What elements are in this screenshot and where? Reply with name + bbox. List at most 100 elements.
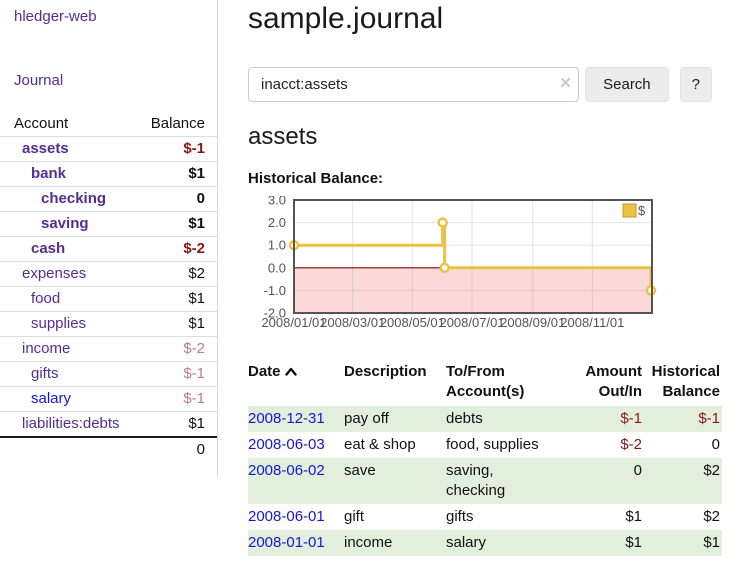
account-link-food[interactable]: food (31, 290, 61, 307)
account-balance: $1 (188, 315, 205, 332)
accounts-total: 0 (196, 441, 205, 458)
account-link-expenses[interactable]: expenses (22, 265, 87, 282)
account-link-income[interactable]: income (22, 340, 71, 357)
transaction-date-link[interactable]: 2008-01-01 (248, 534, 325, 551)
account-balance: $-1 (183, 140, 205, 157)
transaction-amount: $-2 (620, 436, 642, 453)
sort-ascending-icon (284, 362, 297, 382)
transaction-date-link[interactable]: 2008-06-03 (248, 436, 325, 453)
transaction-description: eat & shop (344, 436, 416, 453)
transaction-description: save (344, 462, 376, 479)
account-row: expenses $2 (0, 261, 217, 287)
register-row[interactable]: 2008-06-03 eat & shop food, supplies $-2… (248, 432, 722, 458)
search-input[interactable] (248, 67, 580, 102)
search-button[interactable]: Search (585, 67, 669, 102)
account-link-gifts[interactable]: gifts (31, 365, 59, 382)
negative-region (294, 267, 652, 313)
account-link-supplies[interactable]: supplies (31, 315, 87, 332)
transaction-balance: $1 (703, 534, 720, 551)
account-row: saving $1 (0, 211, 217, 237)
main-content: sample.journal × Search ? assets Histori… (218, 0, 722, 556)
y-tick-label: 3.0 (268, 196, 286, 208)
account-link-bank[interactable]: bank (31, 165, 67, 182)
x-tick-label: 2008/01/01 (261, 315, 326, 330)
y-tick-label: -1.0 (264, 283, 286, 298)
app: hledger-web Journal Account Balance asse… (0, 0, 722, 556)
account-link-cash[interactable]: cash (31, 240, 66, 257)
account-balance: $-2 (183, 340, 205, 357)
register-header-date[interactable]: Date (248, 360, 344, 406)
transaction-accounts: gifts (446, 508, 474, 525)
data-point (439, 262, 450, 274)
transaction-balance: 0 (711, 436, 720, 453)
transaction-date-link[interactable]: 2008-06-01 (248, 508, 325, 525)
y-tick-label: -2.0 (264, 306, 286, 321)
transaction-description: income (344, 534, 393, 551)
account-balance: $2 (188, 265, 205, 282)
account-heading: assets (248, 123, 318, 150)
page-title: sample.journal (248, 2, 444, 35)
transaction-date-link[interactable]: 2008-12-31 (248, 410, 325, 427)
transaction-amount: $-1 (620, 410, 642, 427)
account-row: cash $-2 (0, 236, 217, 262)
x-tick-label: 2008/05/01 (380, 315, 445, 330)
account-balance: $1 (188, 290, 205, 307)
account-link-checking[interactable]: checking (41, 190, 107, 207)
legend-swatch (622, 203, 637, 218)
x-tick-label: 2008/03/01 (320, 315, 385, 330)
register-row[interactable]: 2008-12-31 pay off debts $-1 $-1 (248, 406, 722, 432)
transaction-accounts: debts (446, 410, 483, 427)
transaction-amount: $1 (625, 508, 642, 525)
account-balance: $1 (188, 165, 205, 182)
register-table: Date Description To/From Account(s) Amou… (248, 360, 722, 556)
transaction-balance: $2 (703, 462, 720, 479)
account-balance: $-1 (183, 390, 205, 407)
account-row: food $1 (0, 286, 217, 312)
search-box: × (248, 67, 580, 102)
clear-search-icon[interactable]: × (560, 73, 572, 94)
account-link-assets[interactable]: assets (22, 140, 69, 157)
account-row: supplies $1 (0, 311, 217, 337)
x-tick-label: 2008/07/01 (439, 315, 504, 330)
search-form: × Search ? (248, 67, 712, 102)
accounts-header-row: Account Balance (0, 112, 217, 137)
transaction-amount: $1 (625, 534, 642, 551)
register-header-description: Description (344, 363, 427, 380)
historical-balance-chart: $3.0 2.0 1.0 0.0 -1.0 -2.02008/01/012008/03/0… (261, 193, 657, 330)
chart-title: Historical Balance: (248, 170, 384, 187)
account-link-saving[interactable]: saving (41, 215, 89, 232)
account-row: bank $1 (0, 161, 217, 187)
help-button[interactable]: ? (679, 67, 712, 102)
register-header-accounts: To/From Account(s) (446, 363, 525, 400)
y-tick-label: 0.0 (268, 260, 286, 275)
plot-border (293, 199, 653, 314)
transaction-accounts: food, supplies (446, 436, 539, 453)
transaction-date-link[interactable]: 2008-06-02 (248, 462, 325, 479)
brand-link[interactable]: hledger-web (14, 8, 97, 25)
legend-label: $ (638, 203, 646, 218)
transaction-balance: $2 (703, 508, 720, 525)
transaction-balance: $-1 (698, 410, 720, 427)
accounts-header-account: Account (14, 115, 69, 132)
account-link-salary[interactable]: salary (31, 390, 72, 407)
register-header-balance: Historical Balance (651, 363, 720, 400)
account-row: salary $-1 (0, 386, 217, 412)
data-point (437, 217, 448, 228)
register-row[interactable]: 2008-06-01 gift gifts $1 $2 (248, 504, 722, 530)
transaction-accounts: saving, checking (446, 462, 506, 499)
account-row: liabilities:debts $1 (0, 411, 217, 438)
sidebar-item-journal[interactable]: Journal (14, 72, 64, 89)
accounts-header-balance: Balance (150, 115, 205, 132)
chart-container: $3.0 2.0 1.0 0.0 -1.0 -2.0 2008/01/01 2008/03/0… (248, 193, 712, 341)
account-balance: 0 (196, 190, 205, 207)
sidebar: hledger-web Journal Account Balance asse… (0, 0, 218, 476)
y-tick-label: 1.0 (268, 238, 286, 253)
register-row[interactable]: 2008-06-02 save saving, checking 0 $2 (248, 458, 722, 504)
account-row: checking 0 (0, 186, 217, 212)
y-tick-label: 2.0 (268, 215, 286, 230)
account-balance: $-1 (183, 365, 205, 382)
x-tick-label: 2008/11/01 (560, 315, 624, 330)
register-row[interactable]: 2008-01-01 income salary $1 $1 (248, 530, 722, 556)
account-link-liabilities-debts[interactable]: liabilities:debts (22, 415, 120, 432)
transaction-description: gift (344, 508, 365, 525)
